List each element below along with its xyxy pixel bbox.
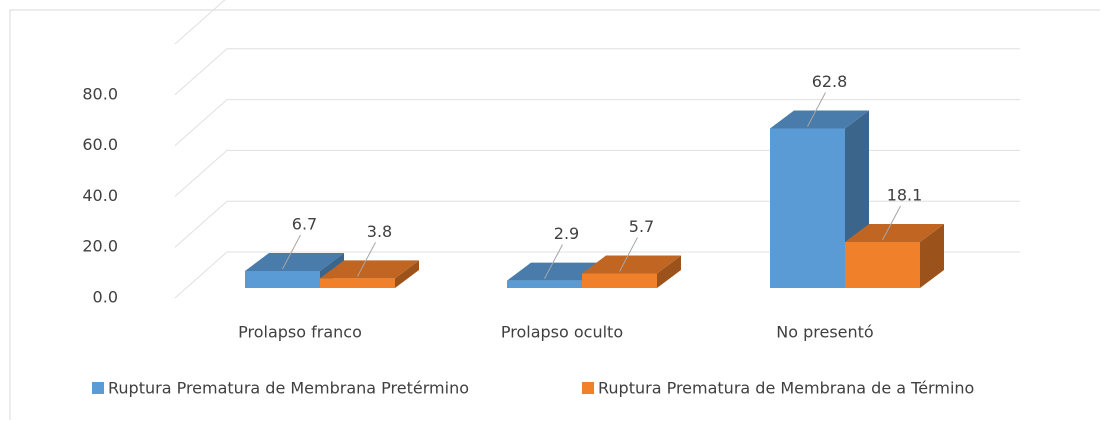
bar-front: [770, 128, 845, 288]
data-label: 6.7: [292, 214, 317, 233]
leader-line: [882, 205, 901, 241]
leader-line: [282, 234, 301, 270]
y-tick-label: 40.0: [82, 186, 118, 205]
leader-line: [357, 242, 376, 277]
bar-front: [582, 273, 657, 288]
bar: [320, 260, 419, 288]
bar-front: [845, 242, 920, 288]
bar-side: [657, 255, 681, 288]
bar-top: [507, 262, 606, 281]
data-label: 5.7: [629, 217, 654, 236]
data-label: 3.8: [367, 222, 392, 241]
leader-line: [807, 92, 826, 127]
data-label: 62.8: [812, 72, 848, 91]
grid-line: [174, 200, 1020, 248]
y-tick-label: 20.0: [82, 237, 118, 256]
legend-swatch: [92, 382, 104, 394]
x-tick-label: Prolapso franco: [238, 323, 362, 342]
leader-line: [619, 237, 638, 272]
data-label: 2.9: [554, 224, 579, 243]
bar-side: [920, 224, 944, 288]
bar-front: [245, 270, 320, 288]
bar-top: [245, 252, 344, 271]
bar-front: [507, 280, 582, 288]
x-tick-label: No presentó: [776, 323, 873, 342]
bar: [845, 224, 944, 288]
frame: [9, 9, 1100, 420]
y-tick-label: 60.0: [82, 135, 118, 154]
bar-top: [582, 255, 681, 274]
y-tick-label: 0.0: [93, 288, 118, 307]
bar-top: [320, 260, 419, 279]
grid-line: [174, 99, 1020, 146]
leader-line: [544, 244, 563, 279]
data-label: 18.1: [887, 186, 923, 205]
grid-line: [174, 48, 1020, 96]
x-tick-label: Prolapso oculto: [501, 323, 623, 342]
bar-front: [320, 278, 395, 288]
bar-top: [845, 224, 944, 243]
legend-label: Ruptura Prematura de Membrana Pretérmino: [108, 379, 469, 398]
legend-label: Ruptura Prematura de Membrana de a Térmi…: [598, 379, 974, 398]
grid-line: [174, 251, 1020, 299]
grid-line: [174, 149, 1020, 197]
y-tick-label: 80.0: [82, 84, 118, 103]
bar-side: [395, 260, 419, 288]
wall-top: [174, 0, 226, 45]
bar: [582, 255, 681, 288]
bar-top: [770, 110, 869, 129]
legend-swatch: [582, 382, 594, 394]
